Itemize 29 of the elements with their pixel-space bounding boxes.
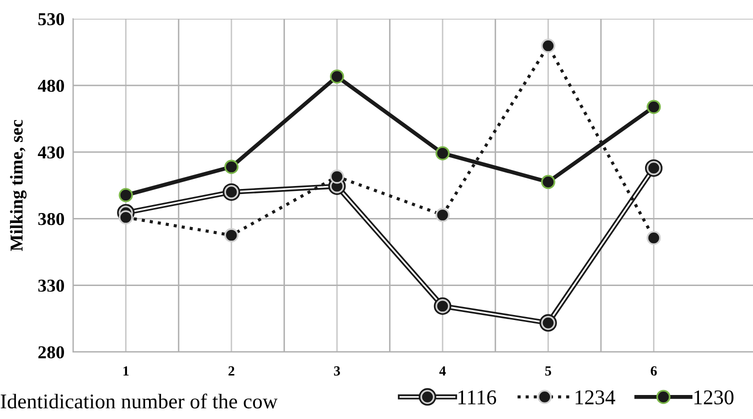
x-axis-title: Identidication number of the cow <box>0 394 278 408</box>
point <box>646 100 661 114</box>
y-tick-label: 280 <box>38 346 64 358</box>
point <box>646 230 661 245</box>
point <box>436 146 450 160</box>
x-tick-label: 5 <box>545 366 552 376</box>
point <box>118 188 133 202</box>
y-tick-label: 330 <box>38 280 64 292</box>
y-tick-label: 480 <box>38 80 64 92</box>
x-tick-label: 3 <box>334 366 340 376</box>
y-tick-label: 380 <box>38 212 64 226</box>
point <box>224 160 238 174</box>
point <box>118 210 133 224</box>
point <box>330 170 344 184</box>
point <box>541 174 556 190</box>
point <box>541 38 556 53</box>
y-axis-title: Milking time, sec <box>10 120 27 252</box>
x-tick-label: 1 <box>123 366 129 376</box>
legend-label: 1116 <box>458 390 496 404</box>
x-tick-label: 6 <box>650 366 657 376</box>
point <box>224 228 238 242</box>
legend-label: 1230 <box>694 390 734 404</box>
y-tick-label: 530 <box>38 13 64 26</box>
legend-label: 1234 <box>576 390 616 404</box>
y-tick-label: 430 <box>38 146 64 159</box>
x-tick-label: 4 <box>439 366 446 376</box>
point <box>330 69 344 84</box>
x-tick-label: 2 <box>228 366 234 376</box>
point <box>436 208 450 222</box>
